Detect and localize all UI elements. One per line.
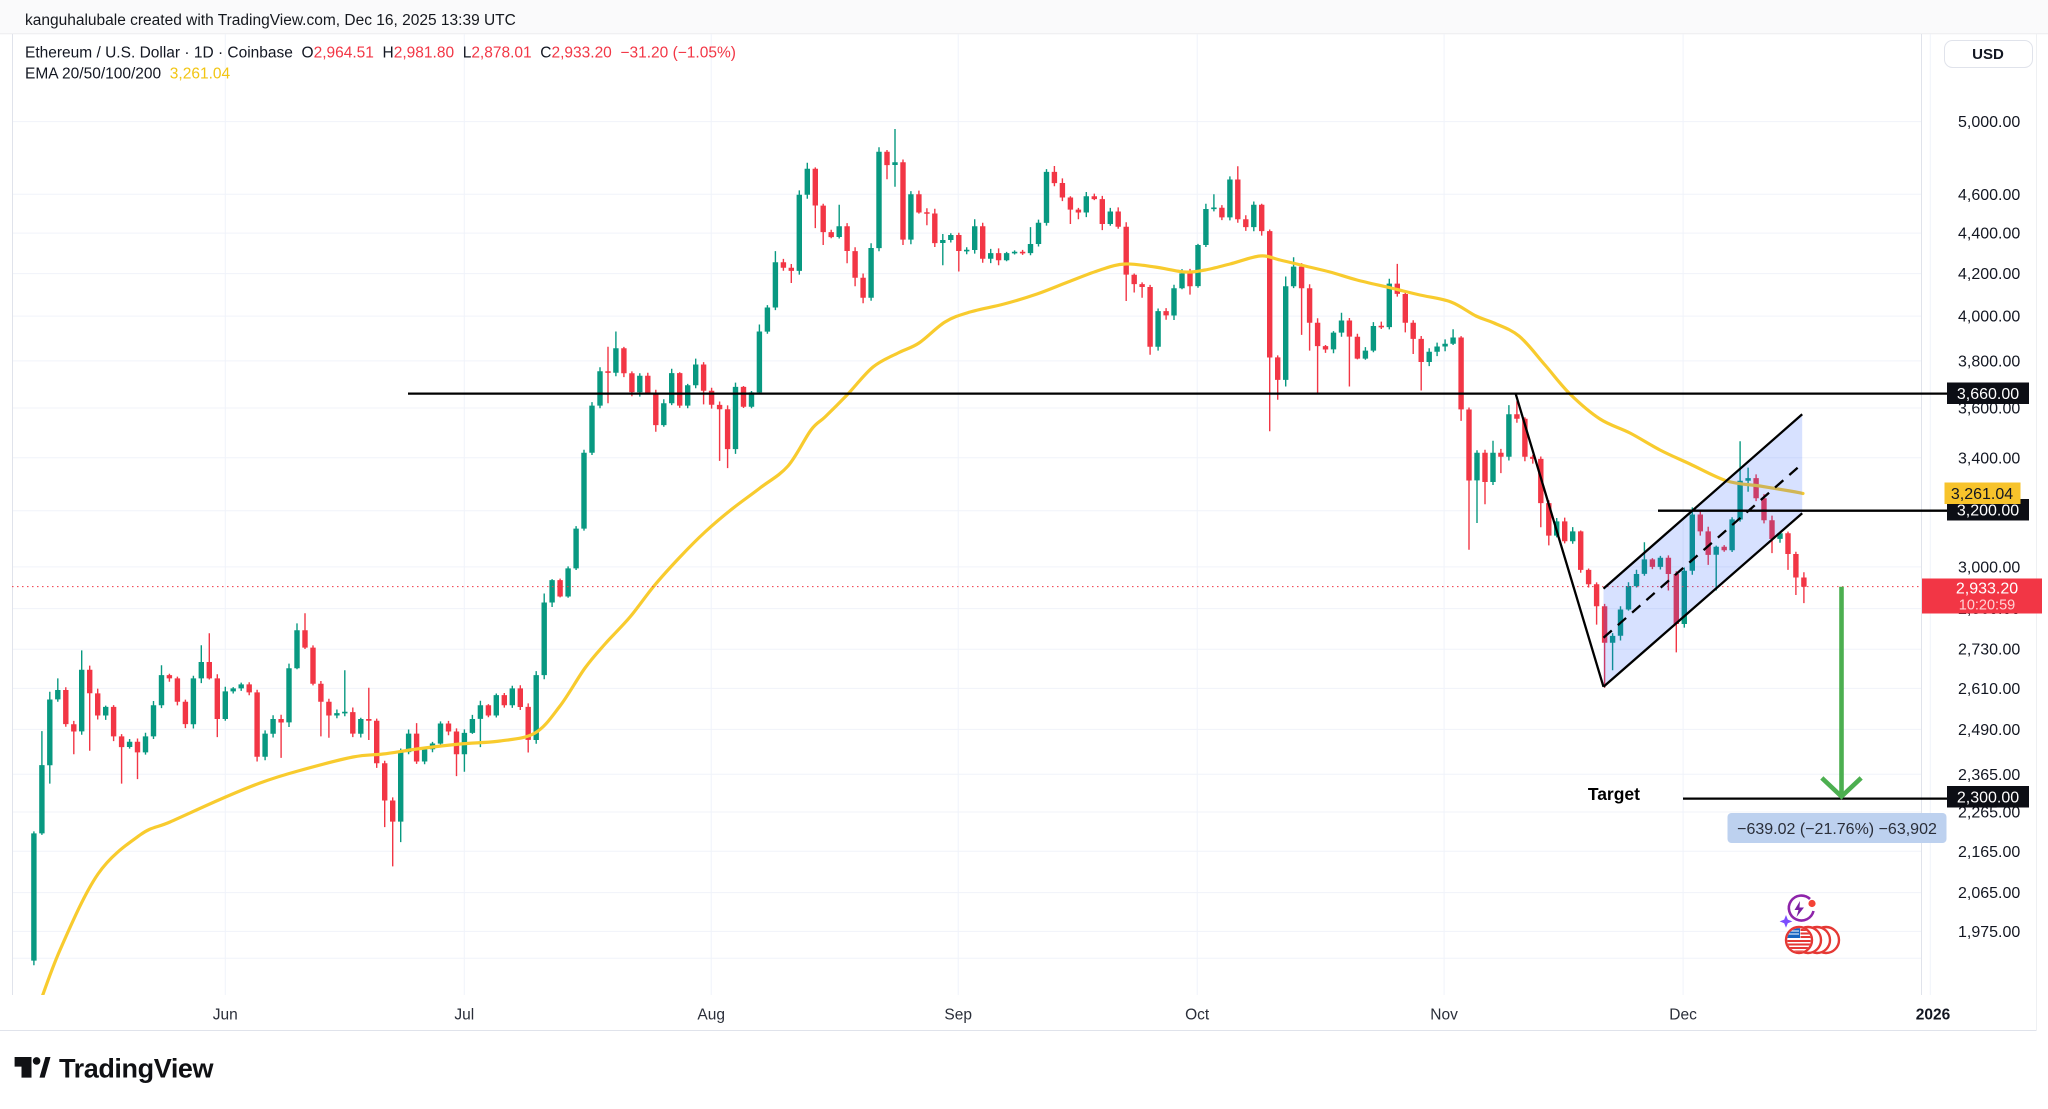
svg-text:2,365.00: 2,365.00	[1958, 767, 2020, 784]
svg-text:2,933.20: 2,933.20	[1956, 581, 2018, 598]
svg-text:10:20:59: 10:20:59	[1959, 598, 2015, 614]
svg-text:2,610.00: 2,610.00	[1958, 681, 2020, 698]
svg-text:Target: Target	[1588, 784, 1640, 804]
svg-text:3,600.00: 3,600.00	[1958, 401, 2020, 418]
svg-text:1,975.00: 1,975.00	[1958, 924, 2020, 941]
svg-text:Ethereum / U.S. Dollar · 1D ·: Ethereum / U.S. Dollar · 1D · Coinbase O…	[25, 45, 736, 62]
svg-text:2,300.00: 2,300.00	[1957, 790, 2019, 807]
svg-text:3,800.00: 3,800.00	[1958, 353, 2020, 370]
svg-text:Jul: Jul	[454, 1007, 474, 1024]
svg-text:3,200.00: 3,200.00	[1957, 503, 2019, 520]
svg-text:3,261.04: 3,261.04	[1951, 486, 2013, 503]
svg-text:TradingView: TradingView	[59, 1054, 215, 1084]
svg-text:3,660.00: 3,660.00	[1957, 386, 2019, 403]
svg-text:4,200.00: 4,200.00	[1958, 266, 2020, 283]
svg-text:3,400.00: 3,400.00	[1958, 450, 2020, 467]
svg-text:Jun: Jun	[213, 1007, 238, 1024]
svg-text:2,265.00: 2,265.00	[1958, 805, 2020, 822]
svg-text:4,600.00: 4,600.00	[1958, 187, 2020, 204]
svg-text:4,000.00: 4,000.00	[1958, 309, 2020, 326]
svg-text:3,000.00: 3,000.00	[1958, 559, 2020, 576]
svg-text:2026: 2026	[1916, 1007, 1951, 1024]
svg-text:2,065.00: 2,065.00	[1958, 885, 2020, 902]
svg-text:Oct: Oct	[1185, 1007, 1210, 1024]
svg-text:5,000.00: 5,000.00	[1958, 114, 2020, 131]
svg-text:−639.02 (−21.76%) −63,902: −639.02 (−21.76%) −63,902	[1737, 821, 1937, 838]
svg-text:2,490.00: 2,490.00	[1958, 722, 2020, 739]
svg-text:4,400.00: 4,400.00	[1958, 226, 2020, 243]
svg-text:Aug: Aug	[697, 1007, 725, 1024]
svg-text:EMA 20/50/100/200 3,261.04: EMA 20/50/100/200 3,261.04	[25, 66, 230, 83]
svg-text:Sep: Sep	[944, 1007, 972, 1024]
svg-text:Nov: Nov	[1430, 1007, 1458, 1024]
svg-text:USD: USD	[1972, 46, 2004, 63]
svg-text:2,730.00: 2,730.00	[1958, 642, 2020, 659]
svg-text:Dec: Dec	[1669, 1007, 1697, 1024]
svg-text:2,165.00: 2,165.00	[1958, 844, 2020, 861]
svg-text:kanguhalubale created with Tra: kanguhalubale created with TradingView.c…	[25, 12, 516, 29]
